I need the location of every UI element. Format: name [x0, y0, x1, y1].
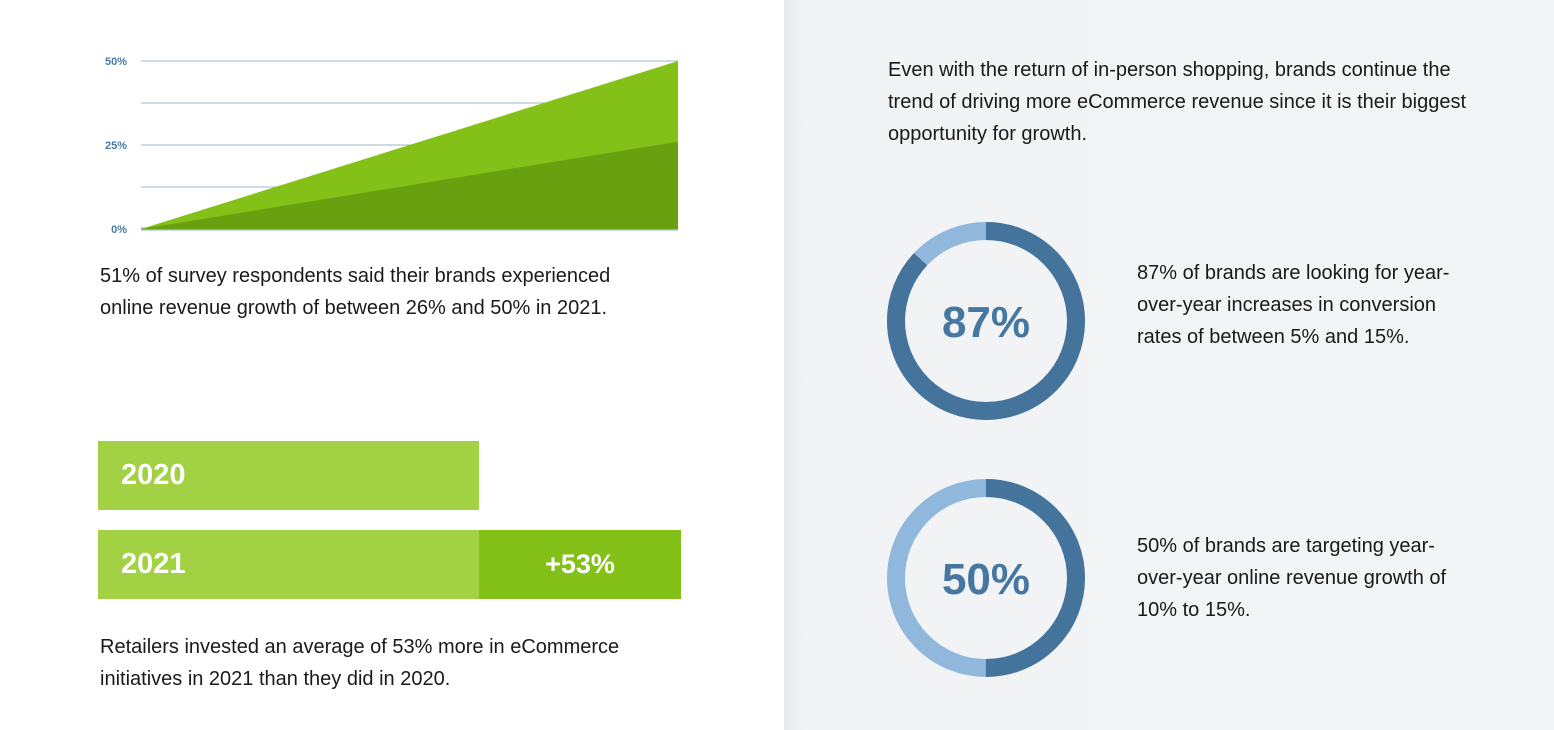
bar-increase-segment: +53%	[479, 530, 681, 599]
chart-areas	[141, 61, 678, 229]
y-tick-label: 0%	[111, 224, 127, 236]
growth-area-chart: 50% 25% 0%	[105, 56, 678, 236]
bar-increase-label: +53%	[545, 549, 615, 579]
donut-50-value-arc	[887, 479, 1085, 677]
bar-2021-label: 2021	[121, 548, 186, 580]
donut-87-value-arc	[887, 222, 1085, 420]
y-tick-label: 50%	[105, 56, 127, 68]
donut-chart-50: 50%	[887, 479, 1085, 677]
intro-paragraph: Even with the return of in-person shoppi…	[888, 59, 1467, 145]
survey-paragraph: 51% of survey respondents said their bra…	[100, 265, 611, 319]
stat-87-paragraph: 87% of brands are looking for year-over-…	[1137, 262, 1450, 348]
chart-y-ticks: 50% 25% 0%	[105, 56, 127, 236]
stat-50-paragraph: 50% of brands are targeting year-over-ye…	[1137, 535, 1447, 621]
bar-2020-label: 2020	[121, 459, 186, 491]
y-tick-label: 25%	[105, 140, 127, 152]
left-panel: 50% 25% 0% 51% of survey respondents said …	[98, 56, 681, 690]
bar-2021: 2021	[98, 530, 479, 599]
bar-2020: 2020	[98, 441, 479, 510]
retail-paragraph: Retailers invested an average of 53% mor…	[100, 636, 620, 690]
donut-87-center-label: 87%	[942, 298, 1030, 347]
donut-chart-87: 87%	[887, 222, 1085, 420]
donut-50-center-label: 50%	[942, 555, 1030, 604]
area-series-lower	[141, 141, 678, 229]
